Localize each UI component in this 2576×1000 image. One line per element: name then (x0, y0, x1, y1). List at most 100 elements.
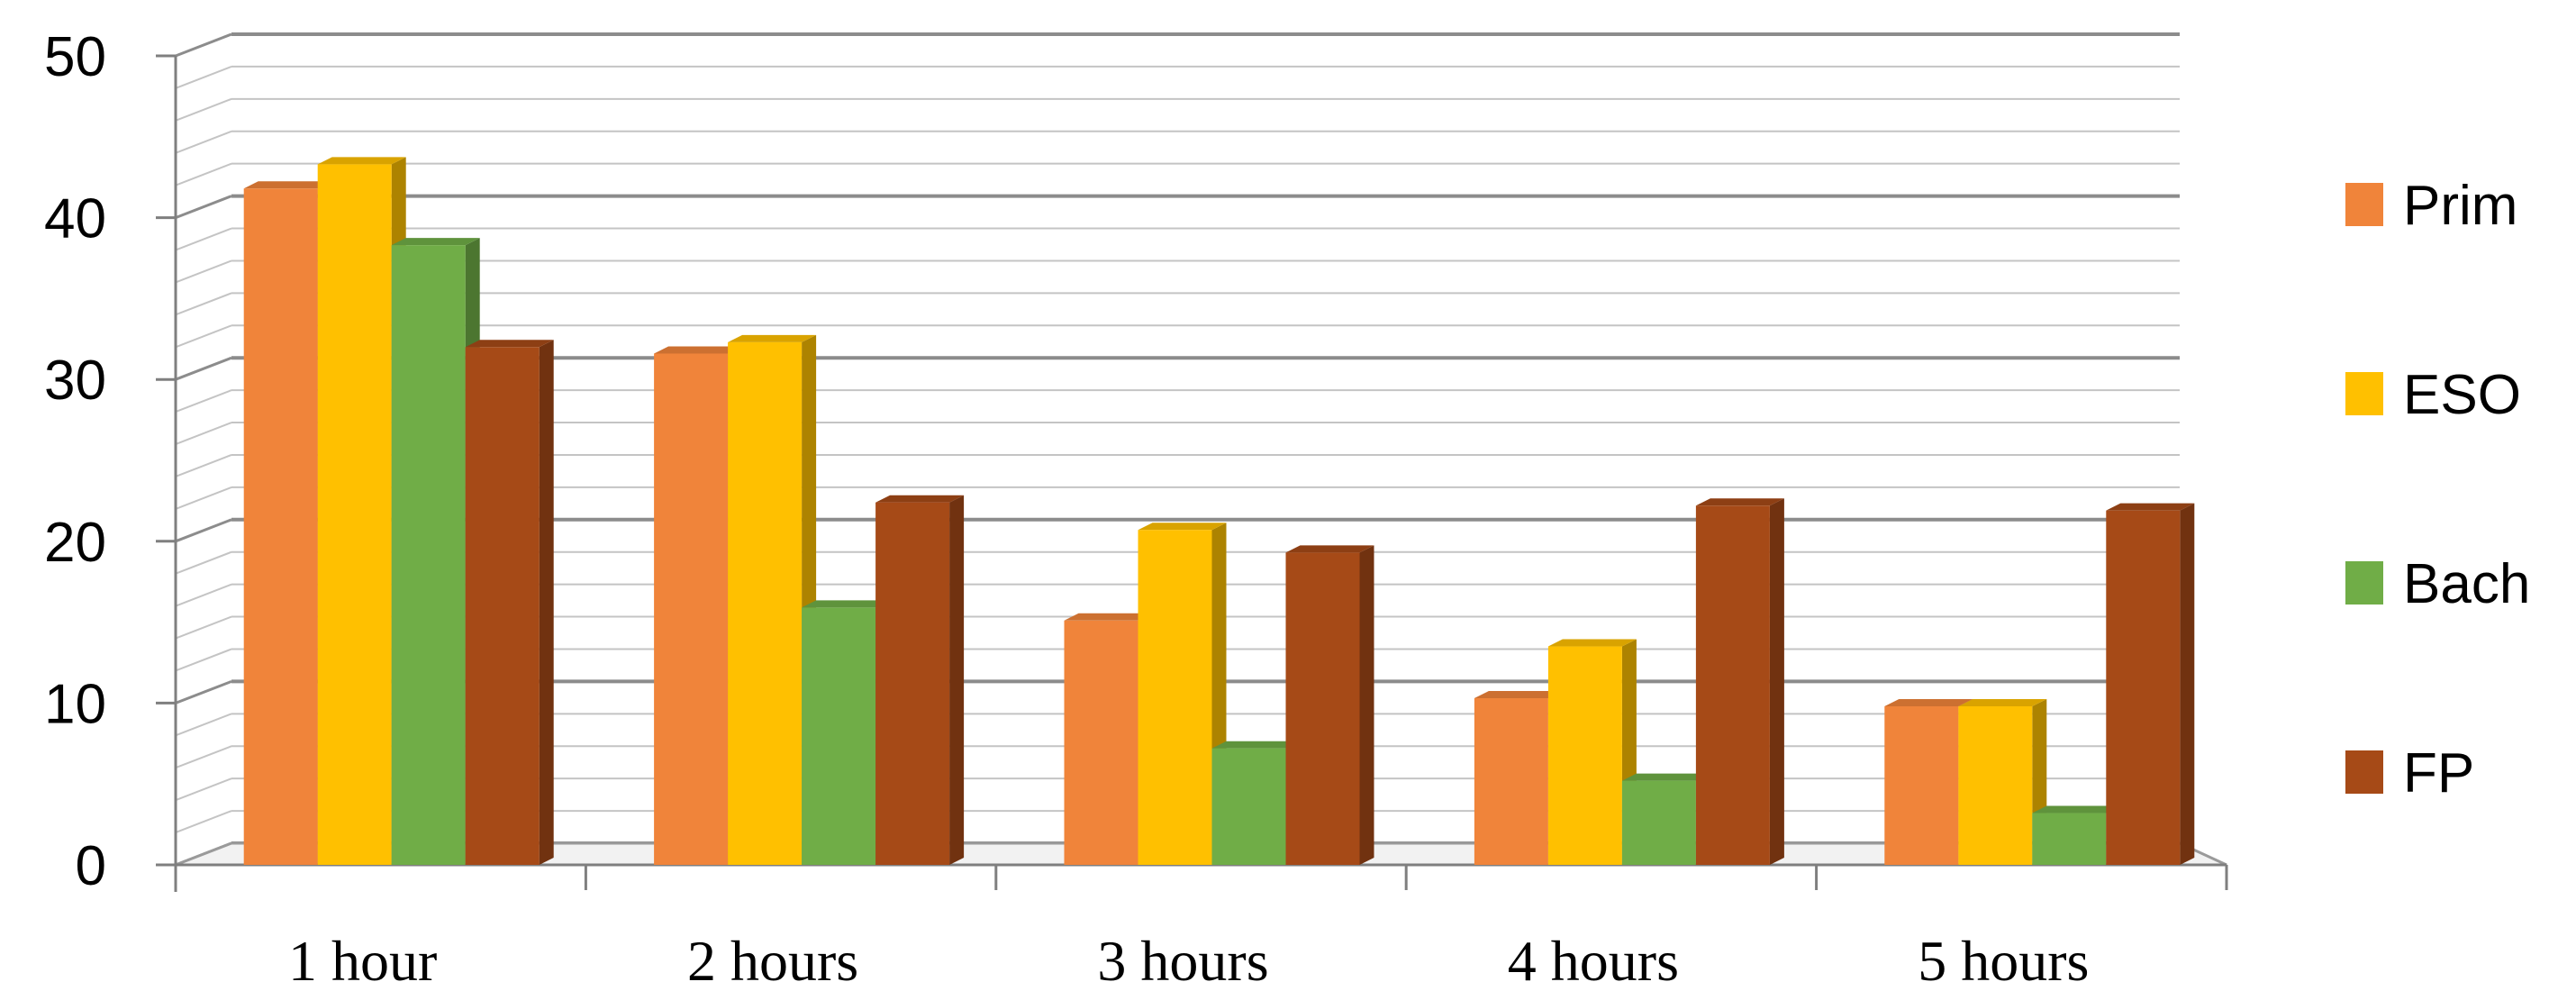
bar-front (317, 164, 392, 865)
bar-top (317, 157, 406, 165)
x-tick-label: 1 hour (288, 929, 437, 993)
x-tick-label: 3 hours (1097, 929, 1268, 993)
legend-item-prim: Prim (2345, 175, 2517, 237)
bar-top (802, 600, 891, 608)
y-tick-label: 0 (76, 835, 106, 897)
y-tick-label: 50 (44, 26, 106, 88)
bars (243, 157, 2195, 866)
gridline-side (175, 615, 232, 640)
y-tick-label: 40 (44, 188, 106, 250)
gridline-side (175, 324, 232, 349)
bar-front (875, 502, 950, 865)
bar-top (2032, 805, 2121, 814)
gridline-side (175, 680, 232, 705)
legend-item-fp: FP (2345, 742, 2474, 805)
bar-top (654, 346, 743, 354)
y-tick-label: 10 (44, 673, 106, 735)
legend-item-bach: Bach (2345, 553, 2530, 615)
bar-front (1547, 646, 1622, 865)
bar-front (1884, 705, 1959, 865)
legend-label: Prim (2403, 175, 2517, 237)
x-tick-labels: 1 hour 2 hours 3 hours 4 hours 5 hours (288, 929, 2089, 993)
bar-eso-1 (317, 157, 406, 865)
bar-front (1474, 698, 1548, 865)
bar-front (2032, 813, 2107, 865)
bar-front (1064, 620, 1138, 865)
legend-swatch (2345, 750, 2383, 794)
gridline-side (175, 713, 232, 737)
legend-swatch (2345, 372, 2383, 415)
gridline-side (175, 292, 232, 316)
gridline-side (175, 518, 232, 543)
bar-front (802, 607, 876, 865)
bar-side (1359, 545, 1374, 865)
gridline-side (175, 389, 232, 414)
bar-front (391, 245, 466, 866)
x-tick-label: 5 hours (1918, 929, 2089, 993)
bar-top (875, 495, 965, 503)
gridline-side (175, 356, 232, 381)
bar-front (1621, 780, 1696, 865)
bar-side (949, 495, 965, 865)
legend: Prim ESO Bach FP (2345, 175, 2530, 805)
bar-front (465, 347, 540, 865)
bar-top (2106, 503, 2195, 511)
legend-item-eso: ESO (2345, 364, 2521, 426)
gridline-side (175, 486, 232, 510)
bar-front (1695, 505, 1770, 865)
x-tick-label: 2 hours (687, 929, 858, 993)
bar-top (1285, 545, 1374, 553)
gridline-side (175, 550, 232, 575)
bar-top (465, 340, 554, 348)
bar-front (1285, 552, 1360, 865)
y-tick-labels: 0 10 20 30 40 50 (44, 26, 106, 897)
y-tick-label: 30 (44, 350, 106, 412)
bar-top (1211, 741, 1301, 749)
bar-top (1621, 773, 1710, 781)
bar-top (1474, 691, 1563, 699)
y-tick-label: 20 (44, 512, 106, 574)
bar-top (1064, 613, 1153, 621)
gridline-side (175, 583, 232, 607)
x-tick-label: 4 hours (1508, 929, 1679, 993)
bar-front (728, 341, 803, 866)
gridline-side (175, 227, 232, 251)
bar-fp-4 (1695, 498, 1784, 865)
legend-label: FP (2403, 742, 2474, 805)
bar-top (243, 181, 332, 189)
gridline-side (175, 65, 232, 89)
gridline-side (175, 777, 232, 802)
gridline-side (175, 162, 232, 186)
bar-front (1138, 530, 1212, 865)
bar-front (1211, 748, 1286, 865)
bar-top (728, 334, 817, 342)
bar-top (1547, 639, 1637, 647)
bar-top (1884, 698, 1973, 706)
gridline-side (175, 454, 232, 477)
gridline-side (175, 195, 232, 219)
bar-top (1958, 698, 2047, 706)
gridline-side (175, 648, 232, 672)
gridline-side (175, 130, 232, 154)
bar-fp-2 (875, 495, 965, 865)
bar-fp-3 (1285, 545, 1374, 865)
bar-front (654, 353, 729, 865)
gridline-side (175, 745, 232, 769)
gridline-side (175, 259, 232, 284)
bar-top (391, 238, 480, 246)
legend-swatch (2345, 183, 2383, 226)
bar-front (243, 188, 318, 866)
gridline-side (175, 32, 232, 58)
gridline-side (175, 97, 232, 122)
legend-swatch (2345, 561, 2383, 605)
legend-label: ESO (2403, 364, 2521, 426)
bar-fp-5 (2106, 503, 2195, 865)
gridline-side (175, 422, 232, 445)
legend-label: Bach (2403, 553, 2530, 615)
bar-fp-1 (465, 340, 554, 865)
bar-top (1695, 498, 1784, 506)
bar-top (1138, 523, 1227, 531)
bar-side (1769, 498, 1784, 865)
bar-front (1958, 705, 2033, 865)
